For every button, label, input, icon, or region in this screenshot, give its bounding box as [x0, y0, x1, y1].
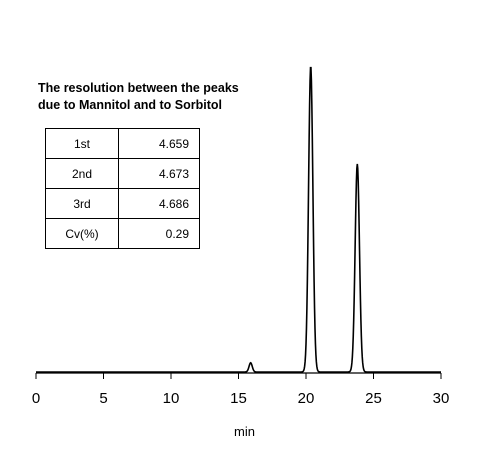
row-label: 3rd: [45, 188, 119, 219]
note-line-1: The resolution between the peaks: [38, 81, 239, 95]
row-label: 2nd: [45, 158, 119, 189]
table-row: 2nd 4.673: [45, 158, 200, 189]
resolution-note: The resolution between the peaks due to …: [38, 80, 239, 114]
x-tick-label: 5: [99, 390, 107, 407]
row-value: 0.29: [118, 218, 200, 249]
x-tick-label: 15: [230, 390, 247, 407]
table-row: 3rd 4.686: [45, 188, 200, 219]
x-tick-label: 20: [298, 390, 315, 407]
resolution-table: 1st 4.659 2nd 4.673 3rd 4.686 Cv(%) 0.29: [45, 128, 200, 249]
x-tick-label: 25: [365, 390, 382, 407]
peak-label: 2: [351, 0, 359, 4]
chromatogram-trace: [36, 66, 441, 373]
x-tick-label: 0: [32, 390, 40, 407]
x-axis-title: min: [234, 424, 255, 439]
row-label: Cv(%): [45, 218, 119, 249]
table-row: 1st 4.659: [45, 128, 200, 159]
row-value: 4.659: [118, 128, 200, 159]
row-value: 4.673: [118, 158, 200, 189]
x-tick-label: 30: [433, 390, 450, 407]
note-line-2: due to Mannitol and to Sorbitol: [38, 98, 223, 112]
row-value: 4.686: [118, 188, 200, 219]
x-tick-label: 10: [163, 390, 180, 407]
row-label: 1st: [45, 128, 119, 159]
peak-label: 1: [305, 0, 313, 4]
table-row: Cv(%) 0.29: [45, 218, 200, 249]
